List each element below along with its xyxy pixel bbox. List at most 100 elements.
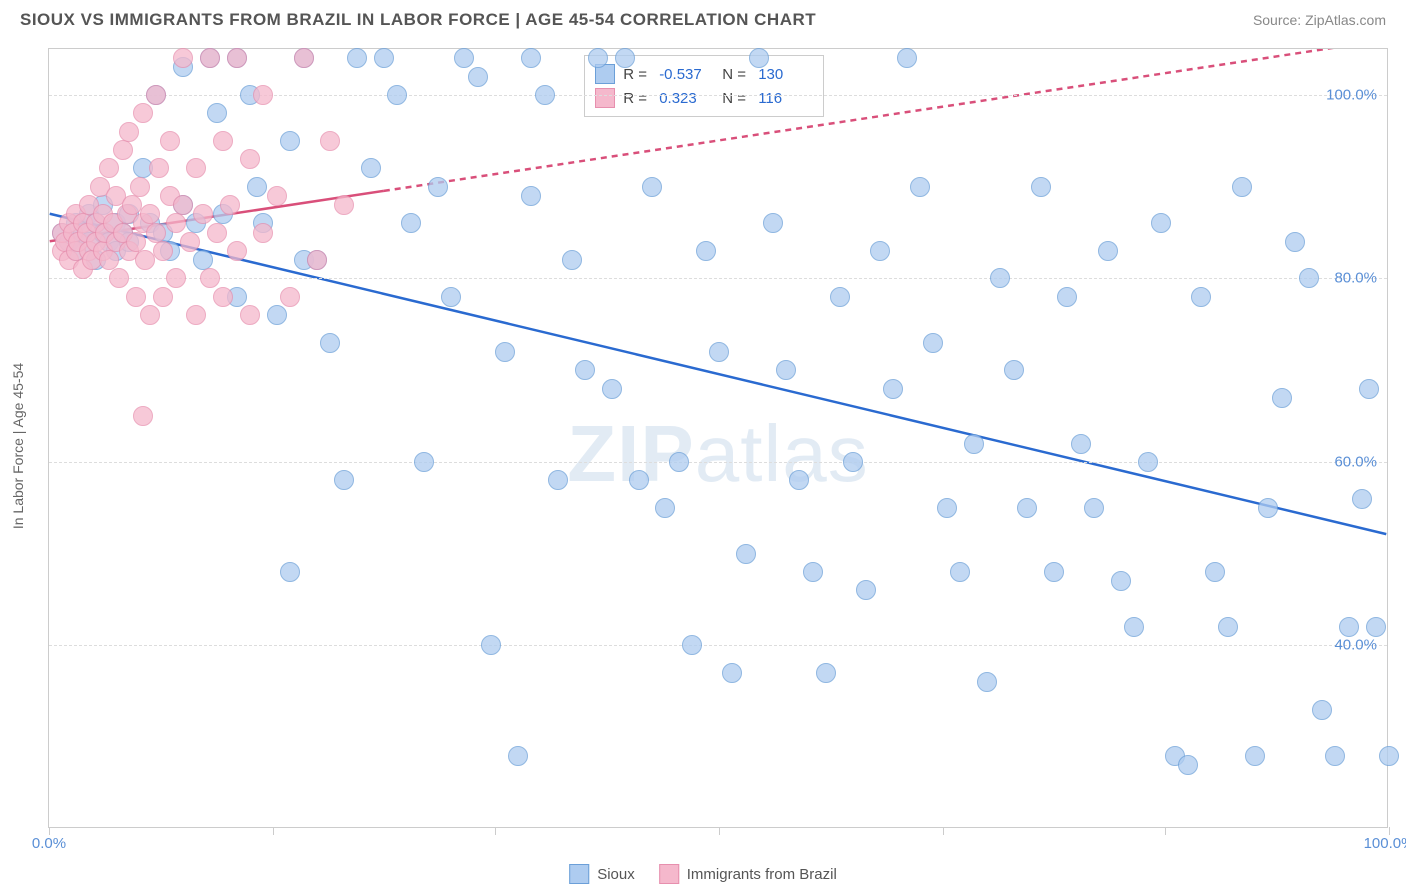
data-point: [193, 204, 213, 224]
stats-n-label: N =: [722, 66, 750, 83]
data-point: [347, 48, 367, 68]
data-point: [910, 177, 930, 197]
data-point: [1111, 571, 1131, 591]
x-tick: [49, 827, 50, 835]
data-point: [521, 48, 541, 68]
data-point: [280, 287, 300, 307]
data-point: [722, 663, 742, 683]
data-point: [682, 635, 702, 655]
x-tick-label: 0.0%: [32, 835, 66, 852]
data-point: [160, 131, 180, 151]
data-point: [1299, 268, 1319, 288]
data-point: [173, 48, 193, 68]
data-point: [1232, 177, 1252, 197]
data-point: [200, 268, 220, 288]
stats-n-label: N =: [722, 90, 750, 107]
data-point: [548, 470, 568, 490]
x-tick: [273, 827, 274, 835]
y-tick-label: 100.0%: [1326, 86, 1377, 103]
data-point: [1312, 700, 1332, 720]
data-point: [334, 195, 354, 215]
data-point: [1071, 434, 1091, 454]
data-point: [387, 85, 407, 105]
gridline: [49, 645, 1387, 646]
data-point: [990, 268, 1010, 288]
data-point: [937, 498, 957, 518]
legend-swatch: [569, 864, 589, 884]
data-point: [977, 672, 997, 692]
data-point: [280, 131, 300, 151]
data-point: [789, 470, 809, 490]
data-point: [320, 131, 340, 151]
data-point: [897, 48, 917, 68]
data-point: [1004, 360, 1024, 380]
data-point: [1339, 617, 1359, 637]
data-point: [1084, 498, 1104, 518]
data-point: [166, 213, 186, 233]
stats-n-value: 116: [758, 90, 813, 107]
data-point: [126, 287, 146, 307]
data-point: [776, 360, 796, 380]
data-point: [468, 67, 488, 87]
stats-r-value: 0.323: [659, 90, 714, 107]
data-point: [133, 406, 153, 426]
gridline: [49, 278, 1387, 279]
data-point: [149, 158, 169, 178]
legend-swatch: [659, 864, 679, 884]
legend-swatch: [595, 88, 615, 108]
stats-r-label: R =: [623, 66, 651, 83]
data-point: [1191, 287, 1211, 307]
data-point: [146, 223, 166, 243]
data-point: [227, 48, 247, 68]
data-point: [1138, 452, 1158, 472]
data-point: [1366, 617, 1386, 637]
data-point: [642, 177, 662, 197]
stats-n-value: 130: [758, 66, 813, 83]
data-point: [454, 48, 474, 68]
data-point: [140, 204, 160, 224]
data-point: [133, 103, 153, 123]
data-point: [361, 158, 381, 178]
data-point: [213, 287, 233, 307]
data-point: [200, 48, 220, 68]
data-point: [763, 213, 783, 233]
x-tick-label: 100.0%: [1364, 835, 1406, 852]
data-point: [521, 186, 541, 206]
data-point: [1044, 562, 1064, 582]
data-point: [153, 241, 173, 261]
y-tick-label: 80.0%: [1334, 270, 1377, 287]
data-point: [950, 562, 970, 582]
chart-title: SIOUX VS IMMIGRANTS FROM BRAZIL IN LABOR…: [20, 10, 816, 30]
data-point: [307, 250, 327, 270]
data-point: [1057, 287, 1077, 307]
data-point: [401, 213, 421, 233]
y-tick-label: 40.0%: [1334, 637, 1377, 654]
data-point: [1031, 177, 1051, 197]
data-point: [562, 250, 582, 270]
data-point: [870, 241, 890, 261]
data-point: [588, 48, 608, 68]
watermark: ZIPatlas: [567, 408, 868, 500]
data-point: [99, 158, 119, 178]
data-point: [1258, 498, 1278, 518]
data-point: [153, 287, 173, 307]
data-point: [140, 305, 160, 325]
data-point: [247, 177, 267, 197]
data-point: [374, 48, 394, 68]
data-point: [240, 149, 260, 169]
data-point: [629, 470, 649, 490]
data-point: [428, 177, 448, 197]
data-point: [334, 470, 354, 490]
data-point: [253, 85, 273, 105]
y-axis-title: In Labor Force | Age 45-54: [10, 363, 26, 529]
data-point: [207, 103, 227, 123]
stats-row: R =0.323N =116: [595, 86, 813, 110]
data-point: [126, 232, 146, 252]
data-point: [923, 333, 943, 353]
data-point: [441, 287, 461, 307]
data-point: [1352, 489, 1372, 509]
data-point: [1285, 232, 1305, 252]
gridline: [49, 462, 1387, 463]
data-point: [816, 663, 836, 683]
data-point: [267, 186, 287, 206]
